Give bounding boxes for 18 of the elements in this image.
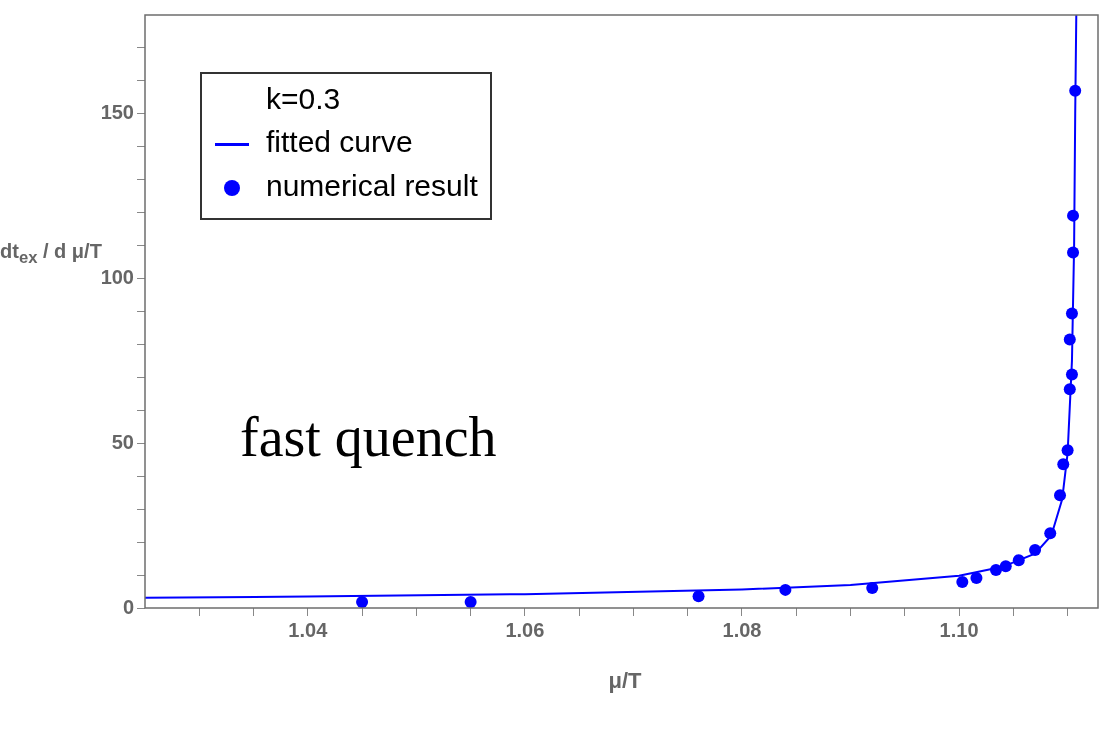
annotation: fast quench [240,405,497,469]
legend-title: k=0.3 [265,82,342,116]
x-tick-label: 1.08 [722,618,762,641]
x-tick-label: 1.10 [939,618,979,641]
x-axis-title: μ/T [607,668,643,694]
y-tick-label: 150 [100,101,134,124]
x-tick-label: 1.06 [505,618,545,641]
point [464,596,477,608]
legend-label: fitted curve [266,125,413,159]
x-tick-label: 1.04 [288,618,329,641]
y-axis-title: dt$_{ex}$ / d μ/T [0,240,102,268]
y-tick-label: 50 [111,430,134,453]
y-tick-label: 100 [100,266,134,289]
y-tick-label: 0 [122,595,134,618]
point [956,575,969,588]
legend-label: numerical result [266,169,478,203]
point [692,590,705,603]
point [356,596,369,608]
